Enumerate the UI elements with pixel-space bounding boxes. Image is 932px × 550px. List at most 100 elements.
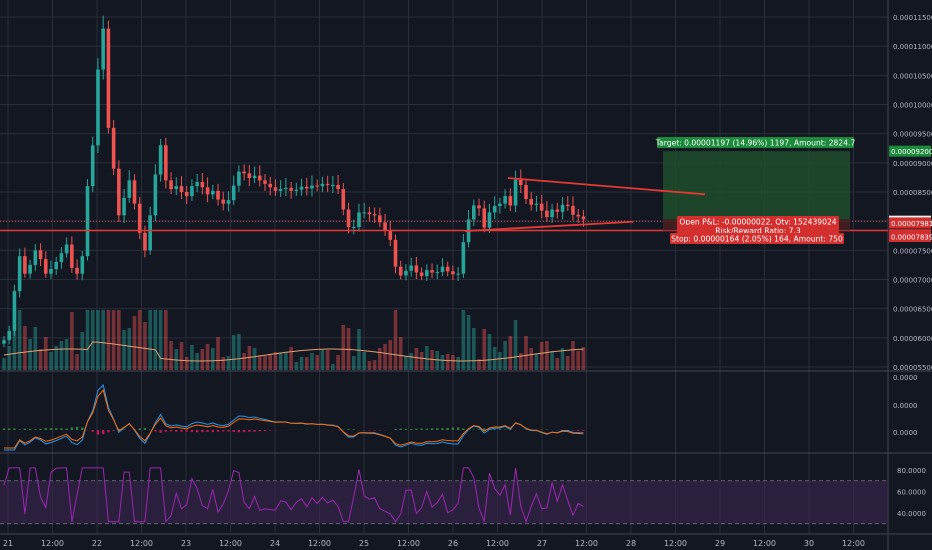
x-tick-label: 27 xyxy=(537,539,547,548)
volume-bar xyxy=(117,310,121,370)
price-tick-label: 0.00011000 xyxy=(893,43,932,51)
candle-body xyxy=(153,174,158,216)
volume-bar xyxy=(336,355,340,370)
candle-body xyxy=(237,171,241,186)
candle-body xyxy=(555,209,560,212)
target-label: Target: 0.00001197 (14.96%) 1197, Amount… xyxy=(655,139,856,148)
volume-bar xyxy=(545,341,549,370)
macd-histogram-bar xyxy=(399,428,402,430)
candle-body xyxy=(231,185,236,201)
x-tick-label: 24 xyxy=(270,539,280,548)
volume-bar xyxy=(351,356,356,370)
volume-bar xyxy=(7,346,12,370)
candle-body xyxy=(216,190,220,200)
candle-body xyxy=(2,340,6,344)
macd-histogram-bar xyxy=(253,430,256,432)
volume-bar xyxy=(143,322,147,370)
price-tick-label: 0.00010000 xyxy=(893,102,932,110)
candle-body xyxy=(190,186,194,197)
candle-body xyxy=(513,179,518,206)
x-tick-label: 12:00 xyxy=(664,539,687,548)
macd-histogram-bar xyxy=(456,427,460,430)
axes: 21 12:00 22 12:00 23 12:00 24 12:00 25 12:00 26 12:… xyxy=(3,14,932,548)
volume-bar xyxy=(70,312,74,370)
x-tick-label: 12:00 xyxy=(397,539,420,548)
volume-bar xyxy=(247,346,252,370)
volume-bar xyxy=(17,310,22,370)
volume-bar xyxy=(184,357,189,370)
macd-histogram-bar xyxy=(185,430,188,432)
x-tick-label: 21 xyxy=(3,539,13,548)
macd-histogram-bar xyxy=(425,428,429,430)
price-tick-label: 0.00009000 xyxy=(893,160,932,168)
macd-histogram-bar xyxy=(582,430,585,431)
volume-bar xyxy=(372,360,377,370)
candle-body xyxy=(257,175,262,181)
rsi-tick-label: 40.0000 xyxy=(897,510,926,518)
macd-tick-label: 0.0000 xyxy=(893,402,918,410)
price-tick-label: 0.00011500 xyxy=(893,14,932,22)
macd-histogram-bar xyxy=(232,430,235,432)
candle-body xyxy=(320,183,325,187)
macd-histogram-bar xyxy=(216,430,220,432)
volume-bar xyxy=(122,330,126,370)
x-tick-label: 12:00 xyxy=(486,539,509,548)
volume-bar xyxy=(153,310,158,370)
candle-body xyxy=(398,266,403,276)
volume-bar xyxy=(367,361,372,370)
price-tick-label: 0.00008500 xyxy=(893,189,932,197)
macd-histogram-bar xyxy=(436,428,439,430)
candle-body xyxy=(49,269,53,274)
candle-body xyxy=(7,330,12,341)
macd-histogram-bar xyxy=(164,430,168,432)
volume-bar xyxy=(28,339,32,370)
candle-body xyxy=(111,127,116,169)
macd-histogram-bar xyxy=(60,428,63,430)
candle-body xyxy=(409,265,413,271)
macd-histogram-bar xyxy=(13,428,16,430)
candle-body xyxy=(169,180,173,190)
macd-histogram-bar xyxy=(577,430,580,431)
rsi-band xyxy=(0,480,888,524)
price-pane[interactable] xyxy=(2,15,586,370)
macd-histogram-bar xyxy=(8,428,11,430)
rsi-tick-label: 80.0000 xyxy=(897,467,926,475)
macd-histogram-bar xyxy=(154,430,157,432)
drawing-overlay[interactable]: Target: 0.00001197 (14.96%) 1197, Amount… xyxy=(0,137,888,244)
candle-body xyxy=(336,185,340,190)
candle-body xyxy=(200,182,205,188)
volume-bar xyxy=(43,337,48,370)
volume-bar xyxy=(472,328,476,370)
pnl-label: Open P&L: -0.00000022, Qty: 152439024 xyxy=(679,218,836,227)
stop-price-badge-bg xyxy=(889,231,931,242)
candle-body xyxy=(174,186,179,190)
macd-histogram-bar xyxy=(493,429,496,430)
volume-bar xyxy=(169,341,173,370)
entry-price-badge: 0.00007981 xyxy=(891,220,932,228)
candle-body xyxy=(143,232,147,251)
candle-body xyxy=(205,187,210,195)
macd-histogram-bar xyxy=(180,430,183,432)
candle-body xyxy=(560,204,565,212)
macd-histogram-bar xyxy=(211,430,214,433)
volume-bar xyxy=(2,358,6,370)
candle-body xyxy=(38,250,43,260)
candle-body xyxy=(456,273,460,275)
candle-body xyxy=(137,203,142,233)
candle-body xyxy=(571,206,575,215)
candle-body xyxy=(351,227,356,228)
macd-histogram-bar xyxy=(44,428,47,430)
volume-bar xyxy=(435,351,440,370)
volume-bar xyxy=(393,310,398,370)
volume-bar xyxy=(111,310,116,370)
candle-body xyxy=(179,186,184,192)
candle-body xyxy=(273,187,278,191)
macd-histogram-bar xyxy=(248,430,251,432)
candle-body xyxy=(164,145,168,181)
rsi-pane[interactable] xyxy=(0,467,888,525)
macd-histogram-bar xyxy=(242,430,246,433)
pnl-label-bg xyxy=(677,216,839,227)
macd-pane[interactable] xyxy=(2,383,585,451)
volume-bar xyxy=(33,327,38,370)
